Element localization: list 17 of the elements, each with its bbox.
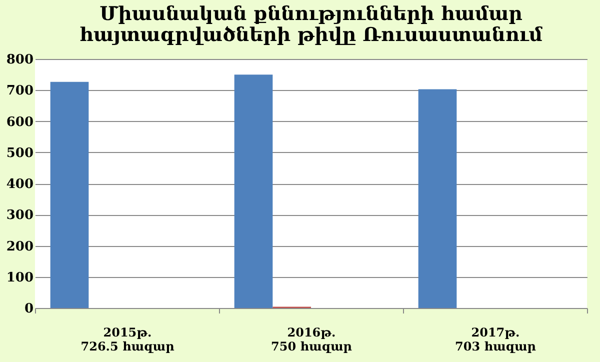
y-tick-label: 800 (6, 52, 34, 68)
bar (418, 89, 457, 308)
y-tick-label: 400 (6, 177, 34, 192)
y-tick-label: 500 (6, 146, 34, 161)
x-tick-label: 2016թ. 750 հազար (271, 326, 352, 354)
y-tick-label: 200 (6, 239, 34, 254)
y-tick-label: 0 (24, 302, 34, 316)
y-tick-label: 700 (6, 84, 34, 99)
y-tick-label: 100 (6, 270, 34, 286)
y-tick-label: 300 (6, 208, 34, 224)
text: Միասնական քննությունների համար (100, 3, 522, 25)
text: հայտագրվածների թիվը Ռուսաստանում (80, 24, 542, 46)
bar (234, 74, 273, 308)
x-tick-label: 2017թ. 703 հազար (455, 326, 536, 354)
x-tick-label: 2015թ. 726.5 հազար (80, 326, 175, 354)
bar (50, 82, 89, 308)
y-tick-label: 600 (6, 114, 34, 130)
